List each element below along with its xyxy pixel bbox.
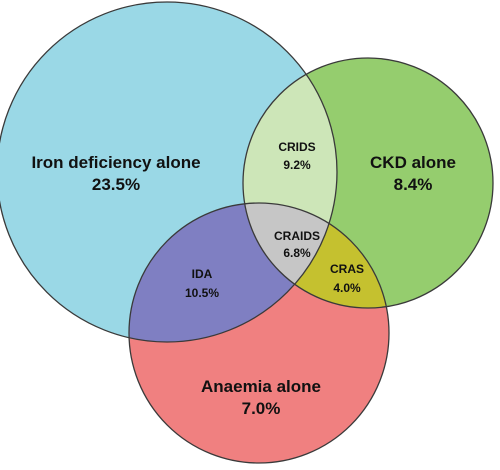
iron-deficiency-alone-label: Iron deficiency alone — [31, 153, 200, 172]
ida-label: IDA — [192, 267, 213, 281]
anaemia-alone-value: 7.0% — [242, 399, 281, 418]
iron-deficiency-outline — [0, 1, 338, 343]
ida-value: 10.5% — [185, 286, 219, 300]
ckd-alone-value: 8.4% — [394, 175, 433, 194]
iron-deficiency-alone-value: 23.5% — [92, 175, 140, 194]
cras-region — [243, 203, 389, 308]
cras-label: CRAS — [330, 262, 364, 276]
ckd-alone-label: CKD alone — [370, 153, 456, 172]
anaemia-alone-label: Anaemia alone — [201, 377, 321, 396]
ckd-outline — [242, 57, 494, 309]
crids-value: 9.2% — [283, 158, 311, 172]
craids-value: 6.8% — [283, 246, 311, 260]
craids-label: CRAIDS — [274, 229, 320, 243]
anaemia-outline — [128, 202, 390, 464]
crids-label: CRIDS — [278, 140, 315, 154]
cras-value: 4.0% — [333, 281, 361, 295]
